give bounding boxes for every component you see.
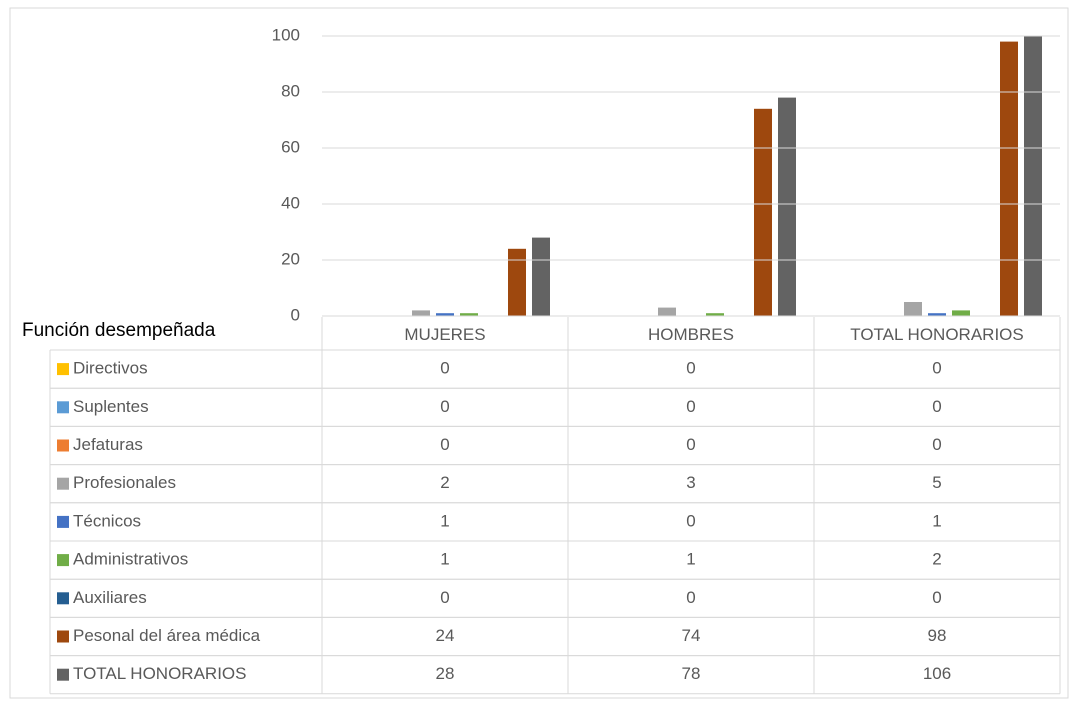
legend-swatch [57, 477, 69, 490]
y-tick-label: 20 [281, 249, 300, 268]
table-value: 98 [928, 626, 947, 645]
legend-label: Profesionales [73, 473, 176, 492]
bar [706, 313, 724, 316]
y-tick-label: 0 [291, 305, 300, 324]
bar [928, 313, 946, 316]
table-value: 0 [932, 588, 941, 607]
table-value: 3 [686, 473, 695, 492]
legend-swatch [57, 554, 69, 567]
table-value: 2 [932, 550, 941, 569]
table-value: 0 [686, 588, 695, 607]
table-value: 0 [440, 588, 449, 607]
bar [508, 248, 526, 316]
table-header: Función desempeñada [22, 320, 216, 341]
x-tick-label: HOMBRES [648, 325, 734, 344]
bar [460, 313, 478, 316]
bar [1024, 36, 1042, 316]
plot-area [412, 36, 1042, 316]
bar [436, 313, 454, 316]
legend-label: Técnicos [73, 511, 141, 530]
table-value: 0 [440, 359, 449, 378]
table-value: 24 [436, 626, 455, 645]
table-value: 5 [932, 473, 941, 492]
legend-label: Directivos [73, 359, 148, 378]
legend-swatch [57, 592, 69, 605]
table-value: 0 [932, 435, 941, 454]
legend-label: Auxiliares [73, 588, 147, 607]
chart-frame [9, 7, 1069, 699]
legend-swatch [57, 515, 69, 528]
y-tick-label: 40 [281, 193, 300, 212]
table-value: 1 [440, 511, 449, 530]
table-value: 1 [686, 550, 695, 569]
table-value: 0 [440, 397, 449, 416]
table-value: 1 [932, 511, 941, 530]
table-value: 0 [686, 359, 695, 378]
bar [952, 310, 970, 316]
table-value: 0 [686, 397, 695, 416]
legend-swatch [57, 401, 69, 414]
bar [412, 310, 430, 316]
y-tick-label: 100 [272, 25, 300, 44]
y-tick-label: 80 [281, 81, 300, 100]
legend-label: TOTAL HONORARIOS [73, 664, 247, 683]
table-value: 1 [440, 550, 449, 569]
table-value: 0 [932, 359, 941, 378]
y-tick-label: 60 [281, 137, 300, 156]
table-value: 0 [686, 511, 695, 530]
bar [658, 307, 676, 316]
x-tick-label: TOTAL HONORARIOS [850, 325, 1024, 344]
legend-swatch [57, 630, 69, 643]
table-value: 78 [682, 664, 701, 683]
table-value: 0 [686, 435, 695, 454]
bar [1000, 41, 1018, 316]
legend-swatch [57, 439, 69, 452]
legend-label: Suplentes [73, 397, 149, 416]
legend-swatch [57, 363, 69, 376]
table-value: 0 [932, 397, 941, 416]
legend-label: Pesonal del área médica [73, 626, 261, 645]
bar [532, 237, 550, 316]
table-value: 106 [923, 664, 951, 683]
x-tick-label: MUJERES [404, 325, 485, 344]
table-value: 74 [682, 626, 701, 645]
bar [778, 97, 796, 316]
table-value: 0 [440, 435, 449, 454]
table-value: 2 [440, 473, 449, 492]
legend-swatch [57, 668, 69, 681]
legend-label: Administrativos [73, 550, 188, 569]
legend-label: Jefaturas [73, 435, 143, 454]
bar [754, 108, 772, 316]
bar [904, 302, 922, 316]
table-value: 28 [436, 664, 455, 683]
